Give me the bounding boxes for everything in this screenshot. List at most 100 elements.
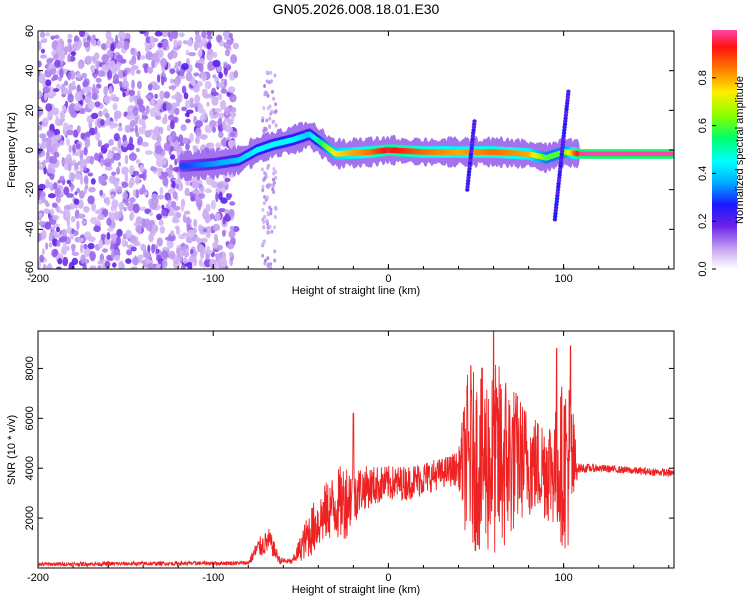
spectrogram-cell: [56, 226, 60, 233]
spectrogram-cell: [83, 243, 88, 250]
spectrogram-cell: [200, 237, 208, 243]
colorbar-tick-label: 0.2: [697, 214, 709, 229]
spectrogram-cell: [556, 184, 561, 189]
spectrogram-cell: [181, 63, 189, 70]
spectrogram-cell: [559, 152, 564, 156]
spectrogram-cell: [260, 167, 264, 172]
spectrogram-cell: [47, 109, 53, 119]
spectrogram-cell: [66, 226, 72, 233]
spectrogram-cell: [265, 195, 269, 200]
spectrogram-cell: [82, 262, 87, 269]
spectrogram-cell: [151, 243, 156, 254]
spectrogram-cell: [48, 242, 53, 248]
spectrogram-cell: [61, 234, 68, 242]
spectrogram-cell: [40, 54, 47, 59]
spectrogram-cell: [146, 263, 155, 269]
x-tick-label: -200: [27, 273, 49, 285]
spectrogram-cell: [46, 263, 53, 269]
spectrogram-cell: [135, 216, 142, 226]
spectrogram-cell: [195, 198, 203, 209]
spectrogram-cell: [52, 215, 60, 221]
spectrogram-cell: [111, 171, 117, 176]
spectrogram-cell: [67, 162, 72, 172]
spectrogram-cell: [154, 93, 158, 100]
spectrogram-cell: [267, 124, 271, 129]
spectrogram-cell: [185, 143, 190, 151]
spectrogram-cell: [56, 205, 61, 213]
spectrogram-cell: [215, 192, 219, 203]
spectrogram-cell: [178, 32, 185, 38]
spectrogram-ylabel: Frequency (Hz): [6, 112, 18, 188]
y-tick-label: 60: [24, 25, 36, 37]
spectrogram-cell: [555, 190, 560, 195]
spectrogram-cell: [171, 95, 177, 100]
spectrogram-cell: [67, 33, 73, 39]
spectrogram-cell: [193, 72, 200, 77]
spectrogram-cell: [67, 38, 72, 44]
spectrogram-cell: [112, 102, 118, 111]
spectrogram-cell: [124, 173, 129, 183]
spectrogram-cell: [158, 219, 164, 226]
spectrogram-cell: [61, 156, 65, 167]
spectrogram-cell: [83, 187, 87, 195]
spectrogram-cell: [85, 55, 92, 65]
spectrogram-cell: [70, 172, 75, 183]
y-tick-label: 0: [24, 147, 36, 153]
spectrogram-cell: [108, 139, 114, 146]
spectrogram-cell: [56, 240, 61, 247]
spectrogram-cell: [209, 120, 217, 128]
spectrogram-cell: [132, 107, 139, 116]
spectrogram-cell: [220, 197, 228, 204]
spectrogram-cell: [72, 144, 77, 154]
spectrogram-cell: [157, 171, 162, 177]
spectrogram-cell: [565, 98, 570, 103]
spectrogram-cell: [77, 61, 83, 69]
spectrogram-cell: [173, 39, 178, 49]
spectrogram-cell: [210, 91, 219, 97]
spectrogram-cell: [563, 116, 568, 121]
colorbar-tick-label: 0.0: [697, 261, 709, 276]
spectrogram-cell: [205, 176, 214, 186]
spectrogram-cell: [265, 79, 269, 84]
spectrogram-cell: [58, 38, 64, 45]
spectrogram-cell: [121, 181, 129, 188]
spectrogram-cell: [45, 202, 50, 208]
spectrogram-cell: [169, 154, 176, 160]
spectrogram-cell: [212, 59, 221, 68]
spectrogram-cell: [100, 233, 107, 239]
spectrogram-cell: [261, 253, 265, 258]
spectrogram-cell: [83, 146, 88, 156]
spectrogram-cell: [45, 32, 51, 37]
spectrogram-cell: [110, 43, 115, 52]
spectrogram-cell: [163, 91, 171, 99]
spectrogram-cell: [168, 85, 177, 90]
spectrogram-cell: [111, 199, 119, 209]
spectrogram-cell: [50, 230, 58, 236]
spectrogram-cell: [562, 125, 567, 130]
spectrogram-cell: [267, 230, 271, 235]
spectrogram-cell: [269, 70, 273, 75]
spectrogram-cell: [154, 110, 162, 116]
spectrogram-cell: [262, 224, 266, 229]
spectrogram-cell: [269, 211, 273, 216]
spectrogram-cell: [149, 129, 154, 134]
spectrogram-cell: [104, 162, 112, 168]
y-tick-label: -20: [24, 182, 36, 198]
spectrogram-cell: [87, 242, 95, 250]
spectrogram-cell: [560, 140, 566, 145]
spectrogram-cell: [109, 233, 118, 240]
spectrogram-cell: [65, 209, 71, 218]
spectrogram-cell: [201, 31, 207, 38]
spectrogram-cell: [170, 31, 178, 38]
spectrogram-cell: [156, 134, 162, 144]
spectrogram-cell: [98, 175, 106, 185]
spectrogram-cell: [128, 152, 137, 161]
spectrogram-cell: [71, 228, 75, 234]
spectrogram-cell: [94, 101, 101, 108]
spectrogram-cell: [145, 94, 152, 100]
spectrogram-cell: [70, 216, 76, 223]
spectrogram-cell: [268, 224, 272, 229]
spectrogram-cell: [215, 142, 222, 149]
spectrogram-cell: [214, 108, 222, 113]
spectrogram-cell: [229, 201, 236, 206]
